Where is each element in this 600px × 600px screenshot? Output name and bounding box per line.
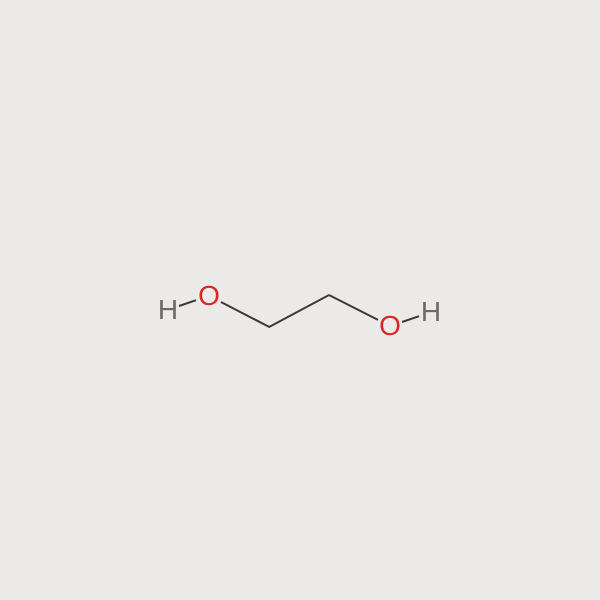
bond-H1-O1	[179, 299, 197, 307]
bond-O1-C1	[220, 301, 269, 328]
bond-C2-O2	[329, 294, 379, 321]
bond-C1-C2	[269, 294, 330, 328]
molecule-diagram: HOOH	[0, 0, 600, 600]
bond-O2-H2	[402, 315, 420, 323]
atom-H2: H	[421, 296, 441, 328]
atom-H1: H	[158, 294, 178, 326]
atom-O1: O	[198, 280, 220, 312]
atom-O2: O	[379, 310, 401, 342]
